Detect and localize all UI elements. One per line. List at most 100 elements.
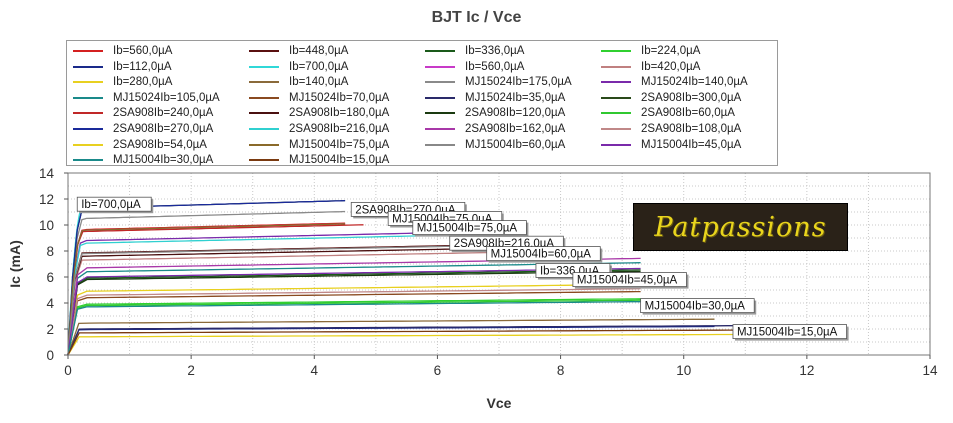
legend-label: 2SA908Ib=108,0µA [641, 123, 742, 135]
legend-label: Ib=140,0µA [289, 76, 349, 89]
legend-swatch [425, 128, 455, 130]
y-tick-label: 10 [39, 218, 54, 233]
legend-label: Ib=224,0µA [641, 45, 701, 57]
legend-item: 2SA908Ib=54,0µA [73, 137, 207, 153]
legend-item: Ib=336,0µA [425, 43, 524, 59]
legend-item: 2SA908Ib=300,0µA [601, 90, 741, 106]
legend-item: 2SA908Ib=120,0µA [425, 105, 565, 121]
legend-label: MJ15024Ib=35,0µA [465, 91, 566, 104]
series-line [67, 325, 740, 356]
legend-item: MJ15024Ib=70,0µA [249, 90, 389, 106]
series-line [67, 290, 641, 356]
series-line [67, 325, 715, 356]
legend-swatch [73, 159, 103, 162]
legend-swatch [249, 143, 279, 146]
x-tick-label: 2 [187, 363, 195, 378]
y-tick-label: 14 [39, 166, 55, 181]
annotation-box [486, 246, 601, 262]
legend-item: 2SA908Ib=162,0µA [425, 121, 565, 137]
x-tick-label: 6 [434, 363, 442, 378]
legend-label: 2SA908Ib=120,0µA [465, 107, 566, 120]
legend-item: Ib=140,0µA [249, 74, 348, 90]
series-line [67, 232, 438, 356]
annotation-label: MJ15004Ib=45,0µA [577, 275, 678, 287]
series-line [67, 247, 487, 356]
series-line [67, 210, 346, 356]
annotation-box [412, 220, 527, 236]
y-axis-title: Ic (mA) [7, 240, 23, 287]
y-tick-label: 0 [46, 348, 54, 363]
legend-label: Ib=560,0µA [465, 60, 525, 73]
legend-swatch [249, 159, 279, 162]
legend: Ib=560,0µA Ib=448,0µA Ib=336,0µA Ib=224,0µA… [66, 40, 778, 166]
series-line [67, 223, 346, 356]
legend-label: 2SA908Ib=300,0µA [641, 91, 742, 104]
legend-item: MJ15004Ib=15,0µA [249, 152, 389, 168]
series-line [67, 301, 641, 356]
legend-swatch [425, 50, 455, 52]
y-tick-label: 2 [46, 322, 54, 337]
annotation-box [572, 272, 687, 288]
legend-label: Ib=336,0µA [465, 45, 525, 57]
x-tick-label: 4 [311, 363, 319, 378]
legend-item: MJ15004Ib=60,0µA [425, 137, 565, 153]
legend-item: MJ15024Ib=35,0µA [425, 90, 565, 106]
annotation-label: MJ15004Ib=30,0µA [645, 301, 746, 313]
legend-label: MJ15004Ib=15,0µA [289, 154, 390, 167]
legend-item: MJ15004Ib=75,0µA [249, 137, 389, 153]
legend-item: Ib=560,0µA [425, 59, 524, 75]
legend-item: Ib=224,0µA [601, 43, 700, 59]
legend-swatch [601, 50, 631, 52]
legend-label: MJ15024Ib=70,0µA [289, 91, 390, 104]
legend-label: MJ15024Ib=105,0µA [113, 91, 220, 104]
legend-label: 2SA908Ib=162,0µA [465, 123, 566, 135]
legend-label: MJ15004Ib=45,0µA [641, 138, 742, 151]
x-tick-label: 14 [922, 363, 938, 378]
legend-swatch [601, 65, 631, 68]
legend-swatch [73, 112, 103, 115]
legend-swatch [73, 50, 103, 52]
legend-label: 2SA908Ib=180,0µA [289, 107, 390, 120]
legend-item: Ib=700,0µA [249, 59, 348, 75]
series-line [67, 251, 487, 356]
legend-item: 2SA908Ib=216,0µA [249, 121, 389, 137]
legend-label: Ib=280,0µA [113, 76, 173, 89]
legend-item: 2SA908Ib=108,0µA [601, 121, 741, 137]
x-axis-title: Vce [487, 395, 512, 411]
legend-label: Ib=700,0µA [289, 60, 349, 73]
legend-item: Ib=112,0µA [73, 59, 172, 75]
legend-label: 2SA908Ib=54,0µA [113, 138, 207, 151]
legend-item: 2SA908Ib=270,0µA [73, 121, 213, 137]
legend-label: MJ15024Ib=140,0µA [641, 76, 748, 89]
legend-label: Ib=448,0µA [289, 45, 349, 57]
legend-swatch [425, 81, 455, 84]
legend-swatch [73, 81, 103, 84]
x-tick-label: 0 [64, 363, 72, 378]
y-tick-label: 6 [46, 270, 54, 285]
legend-item: MJ15024Ib=175,0µA [425, 74, 572, 90]
annotation-box [732, 324, 847, 340]
legend-item: 2SA908Ib=60,0µA [601, 105, 735, 121]
legend-swatch [601, 81, 631, 84]
legend-item: MJ15004Ib=30,0µA [73, 152, 213, 168]
legend-label: MJ15004Ib=75,0µA [289, 138, 390, 151]
legend-swatch [73, 143, 103, 146]
y-tick-label: 12 [39, 192, 54, 207]
legend-item: Ib=560,0µA [73, 43, 172, 59]
series-line [67, 318, 715, 356]
series-line [67, 283, 641, 356]
annotation-label: MJ15004Ib=15,0µA [737, 327, 838, 339]
legend-label: 2SA908Ib=240,0µA [113, 107, 214, 120]
legend-item: 2SA908Ib=240,0µA [73, 105, 213, 121]
annotation-box [640, 298, 755, 314]
plot-frame [67, 172, 931, 356]
series-line [67, 299, 641, 356]
series-line [67, 288, 641, 356]
legend-label: 2SA908Ib=216,0µA [289, 123, 390, 135]
legend-item: Ib=448,0µA [249, 43, 348, 59]
series-line [67, 298, 641, 356]
legend-label: Ib=112,0µA [113, 60, 172, 73]
legend-swatch [601, 128, 631, 130]
legend-swatch [249, 112, 279, 115]
legend-item: MJ15024Ib=140,0µA [601, 74, 748, 90]
